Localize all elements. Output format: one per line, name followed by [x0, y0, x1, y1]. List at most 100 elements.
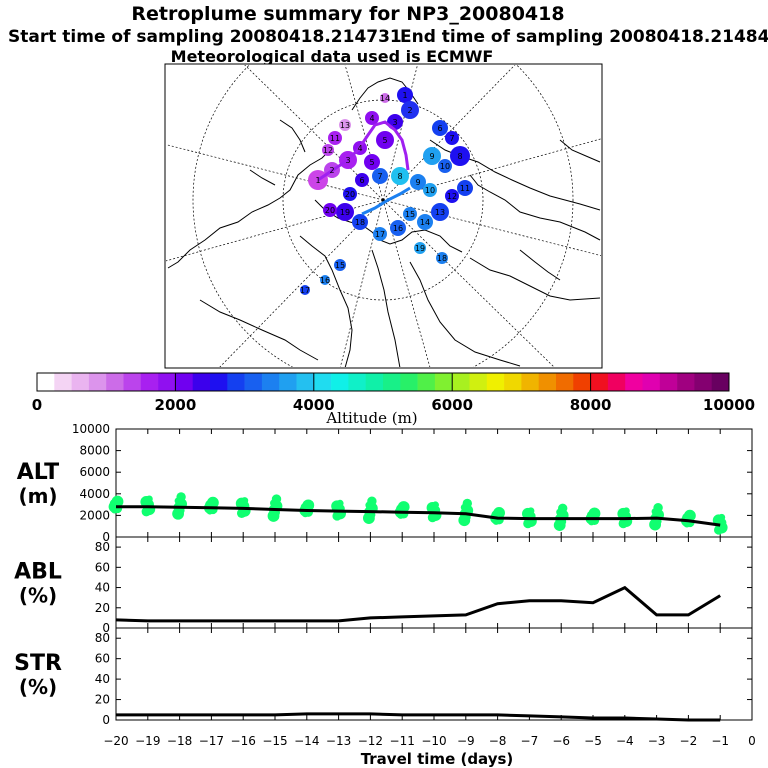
colorbar-cell: [348, 373, 366, 391]
altitude-point: [558, 503, 568, 513]
map-marker-label: 1: [315, 176, 320, 185]
map-marker-label: 11: [330, 134, 340, 143]
x-tick-label: −6: [552, 734, 570, 748]
altitude-point: [397, 501, 410, 513]
met-data-label: Meteorological data used is ECMWF: [171, 47, 494, 66]
latitude-circles: [192, 65, 574, 367]
colorbar-cell: [486, 373, 505, 391]
figure-title: Retroplume summary for NP3_20080418: [131, 3, 564, 25]
altitude-point: [588, 507, 601, 520]
colorbar-cell: [54, 373, 72, 391]
colorbar-cell: [521, 373, 539, 391]
map-marker: [365, 111, 379, 125]
x-tick-label: −11: [390, 734, 415, 748]
colorbar-tick-label: 4000: [293, 396, 335, 414]
map-marker-label: 17: [375, 230, 385, 239]
x-axis: −20 −19 −18 −17 −16 −15 −14 −13 −12 −11 −10 −9 −8 −7−…: [103, 734, 755, 748]
map-marker-label: 5: [369, 158, 374, 167]
map-marker-label: 18: [355, 218, 365, 227]
x-tick-label: −2: [680, 734, 698, 748]
colorbar-tick-label: 10000: [703, 396, 755, 414]
map-marker-label: 9: [429, 152, 434, 161]
map-marker: [431, 203, 449, 221]
map-marker: [397, 87, 413, 103]
colorbar-cell: [313, 373, 332, 391]
str-panel-unit: (%): [19, 675, 57, 699]
map-marker: [322, 144, 334, 156]
x-tick-label: −7: [521, 734, 539, 748]
start-time-label: Start time of sampling 20080418.214731: [8, 27, 402, 47]
end-time-label: End time of sampling 20080418.214846: [400, 27, 768, 47]
altitude-point: [718, 513, 726, 521]
x-tick-label: −10: [421, 734, 446, 748]
map-marker: [445, 131, 459, 145]
map-marker: [432, 120, 448, 136]
map-marker-label: 19: [415, 244, 425, 253]
trajectory-line-lower: [361, 186, 411, 216]
map-marker: [336, 203, 354, 221]
colorbar-tick-label: 2000: [155, 396, 197, 414]
colorbar-cell: [694, 373, 712, 391]
colorbar-cell: [538, 373, 557, 391]
colorbar-cell: [227, 373, 245, 391]
map-marker: [373, 227, 387, 241]
map-marker-label: 3: [345, 156, 350, 165]
map-marker-label: 9: [415, 178, 420, 187]
colorbar-tick-label: 0: [32, 396, 42, 414]
colorbar-cell: [417, 373, 436, 391]
colorbar-cell: [677, 373, 695, 391]
colorbar-cell: [175, 373, 193, 391]
str-y-tick-label: 0: [102, 713, 110, 727]
altitude-point: [176, 492, 186, 502]
map-marker-label: 16: [393, 224, 403, 233]
colorbar: 0 2000 4000 6000 8000 10000 Altitude (m): [32, 372, 755, 427]
altitude-y-tick-label: 10000: [72, 422, 110, 436]
map-marker: [355, 173, 369, 187]
colorbar-cell: [573, 373, 591, 391]
altitude-point: [684, 509, 696, 522]
altitude-y-tick-label: 8000: [79, 444, 110, 458]
map-marker-label: 7: [377, 172, 382, 181]
colorbar-cell: [659, 373, 678, 391]
str-panel: 0 20 40 60 80 STR(%): [14, 627, 753, 727]
str-y-tick-label: 20: [95, 693, 110, 707]
map-marker-label: 13: [435, 208, 445, 217]
map-marker: [438, 159, 452, 173]
colorbar-cell: [642, 373, 661, 391]
map-marker-label: 3: [392, 118, 397, 127]
x-tick-label: −13: [326, 734, 351, 748]
map-marker-label: 11: [460, 184, 470, 193]
colorbar-cell: [331, 373, 349, 391]
altitude-y-tick-label: 4000: [79, 487, 110, 501]
map-marker-label: 1: [402, 91, 407, 100]
map-marker-label: 12: [323, 146, 333, 155]
colorbar-cell: [590, 373, 609, 391]
altitude-point: [527, 507, 535, 515]
colorbar-tick-label: 8000: [570, 396, 612, 414]
str-y-tick-label: 60: [95, 652, 110, 666]
altitude-point: [302, 499, 315, 512]
x-tick-label: −1: [711, 734, 729, 748]
map-marker: [339, 119, 351, 131]
altitude-panel: 0 2000 4000 6000 8000 10000 ALT(m): [17, 422, 753, 544]
altitude-y-tick-label: 6000: [79, 465, 110, 479]
altitude-panel-unit: (m): [18, 484, 57, 508]
x-tick-label: −14: [294, 734, 319, 748]
abl-y-tick-label: 40: [95, 581, 110, 595]
map-marker-label: 12: [447, 192, 457, 201]
map-marker: [328, 131, 342, 145]
altitude-point: [111, 495, 124, 508]
str-y-tick-label: 40: [95, 672, 110, 686]
x-tick-label: −16: [231, 734, 256, 748]
altitude-point: [493, 507, 505, 519]
altitude-point: [241, 497, 249, 505]
altitude-y-tick-label: 0: [102, 530, 110, 544]
abl-panel: 0 20 40 60 80 ABL(%): [14, 536, 753, 635]
map-marker: [323, 203, 337, 217]
map-marker-label: 10: [440, 162, 450, 171]
colorbar-cell: [88, 373, 107, 391]
map-marker: [423, 183, 437, 197]
str-panel-label: STR: [14, 651, 62, 676]
